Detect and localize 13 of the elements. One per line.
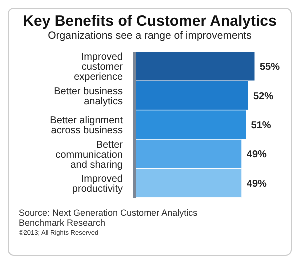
- data-label: 49%: [246, 150, 268, 161]
- y-tick-label: Better business analytics: [54, 86, 123, 108]
- source-note: Source: Next Generation Customer Analytics Benchmark Research: [19, 208, 199, 228]
- chart-title: Key Benefits of Customer Analytics: [22, 13, 278, 30]
- y-tick-label: Better alignment across business: [50, 116, 124, 137]
- data-label: 51%: [251, 120, 272, 132]
- data-label: 55%: [260, 62, 280, 74]
- y-tick-label: Better communication and sharing: [56, 140, 124, 171]
- data-label: 49%: [246, 178, 268, 190]
- y-tick-label: Improved customer experience: [74, 52, 124, 84]
- chart-subtitle: Organizations see a range of improvements: [47, 30, 253, 42]
- y-tick-label: Improved productivity: [72, 174, 123, 195]
- data-label: 52%: [253, 91, 274, 102]
